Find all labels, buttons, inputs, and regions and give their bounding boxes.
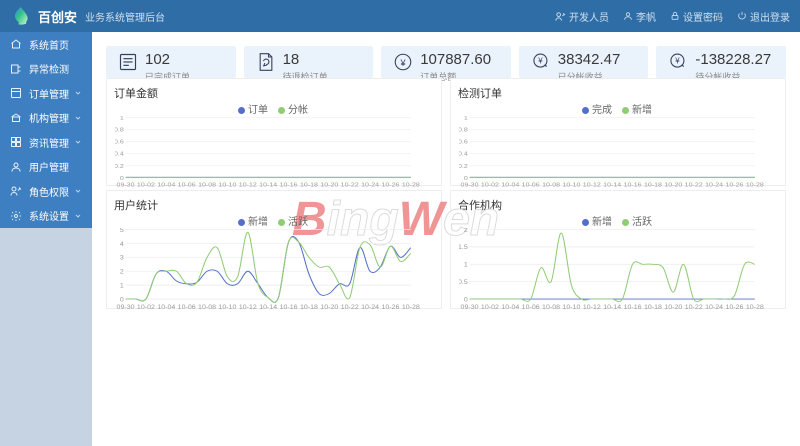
svg-text:10-08: 10-08 xyxy=(198,182,217,188)
svg-text:10-22: 10-22 xyxy=(341,304,359,311)
svg-text:10-16: 10-16 xyxy=(624,182,643,188)
svg-text:0.2: 0.2 xyxy=(115,163,124,169)
svg-text:10-20: 10-20 xyxy=(320,182,339,188)
svg-text:0: 0 xyxy=(464,176,468,182)
svg-text:10-16: 10-16 xyxy=(624,304,642,311)
svg-text:10-18: 10-18 xyxy=(300,304,318,311)
svg-text:10-04: 10-04 xyxy=(501,304,519,311)
svg-text:0.6: 0.6 xyxy=(459,139,468,145)
svg-text:10-12: 10-12 xyxy=(583,304,601,311)
svg-text:0: 0 xyxy=(464,297,468,304)
svg-text:10-10: 10-10 xyxy=(218,304,236,311)
svg-text:5: 5 xyxy=(120,228,124,234)
svg-text:¥: ¥ xyxy=(400,58,407,68)
svg-text:0: 0 xyxy=(120,176,124,182)
svg-text:10-20: 10-20 xyxy=(664,182,683,188)
svg-text:10-08: 10-08 xyxy=(198,304,216,311)
svg-text:10-10: 10-10 xyxy=(218,182,237,188)
svg-text:10-20: 10-20 xyxy=(664,304,682,311)
svg-text:10-06: 10-06 xyxy=(178,182,197,188)
svg-text:0: 0 xyxy=(120,297,124,304)
svg-text:0.2: 0.2 xyxy=(459,163,468,169)
svg-text:10-02: 10-02 xyxy=(481,182,500,188)
svg-text:10-02: 10-02 xyxy=(481,304,499,311)
svg-text:09-30: 09-30 xyxy=(461,182,480,188)
svg-text:10-20: 10-20 xyxy=(320,304,338,311)
svg-text:10-26: 10-26 xyxy=(725,304,743,311)
svg-text:10-24: 10-24 xyxy=(705,304,723,311)
svg-text:1: 1 xyxy=(464,262,468,269)
svg-text:09-30: 09-30 xyxy=(461,304,479,311)
svg-text:1: 1 xyxy=(120,283,124,290)
svg-text:10-12: 10-12 xyxy=(583,182,602,188)
svg-text:0.4: 0.4 xyxy=(459,151,468,157)
svg-text:10-02: 10-02 xyxy=(137,182,156,188)
svg-text:10-12: 10-12 xyxy=(239,182,258,188)
svg-text:10-06: 10-06 xyxy=(522,304,540,311)
svg-text:10-18: 10-18 xyxy=(644,182,663,188)
svg-text:10-22: 10-22 xyxy=(685,182,704,188)
svg-text:1: 1 xyxy=(464,116,468,121)
svg-text:09-30: 09-30 xyxy=(117,182,136,188)
svg-text:09-30: 09-30 xyxy=(117,304,135,311)
svg-text:10-06: 10-06 xyxy=(522,182,541,188)
svg-text:10-18: 10-18 xyxy=(300,182,319,188)
svg-text:10-04: 10-04 xyxy=(157,182,176,188)
svg-text:10-08: 10-08 xyxy=(542,182,561,188)
svg-text:10-28: 10-28 xyxy=(402,304,420,311)
svg-text:2: 2 xyxy=(120,269,124,276)
svg-text:10-26: 10-26 xyxy=(381,182,400,188)
svg-text:10-28: 10-28 xyxy=(746,304,764,311)
svg-text:0.4: 0.4 xyxy=(115,151,124,157)
svg-text:10-04: 10-04 xyxy=(501,182,520,188)
svg-text:10-12: 10-12 xyxy=(239,304,257,311)
svg-text:2: 2 xyxy=(464,228,468,234)
svg-text:¥: ¥ xyxy=(676,57,681,66)
svg-text:1: 1 xyxy=(120,116,124,121)
svg-text:10-22: 10-22 xyxy=(685,304,703,311)
svg-text:10-28: 10-28 xyxy=(746,182,765,188)
svg-text:10-06: 10-06 xyxy=(178,304,196,311)
svg-text:10-08: 10-08 xyxy=(542,304,560,311)
svg-text:¥: ¥ xyxy=(538,57,543,66)
svg-text:10-24: 10-24 xyxy=(705,182,724,188)
svg-text:10-10: 10-10 xyxy=(562,182,581,188)
svg-text:10-04: 10-04 xyxy=(157,304,175,311)
svg-text:10-16: 10-16 xyxy=(280,182,299,188)
svg-text:10-22: 10-22 xyxy=(341,182,360,188)
svg-text:10-14: 10-14 xyxy=(259,182,278,188)
svg-text:10-26: 10-26 xyxy=(381,304,399,311)
svg-text:10-14: 10-14 xyxy=(259,304,277,311)
svg-text:0.8: 0.8 xyxy=(115,127,124,133)
svg-text:10-24: 10-24 xyxy=(361,182,380,188)
svg-text:10-26: 10-26 xyxy=(725,182,744,188)
svg-text:10-16: 10-16 xyxy=(280,304,298,311)
svg-text:10-02: 10-02 xyxy=(137,304,155,311)
svg-text:3: 3 xyxy=(120,255,124,262)
svg-text:4: 4 xyxy=(120,241,124,248)
svg-text:10-24: 10-24 xyxy=(361,304,379,311)
svg-text:10-28: 10-28 xyxy=(402,182,421,188)
svg-text:0.8: 0.8 xyxy=(459,127,468,133)
svg-text:0.6: 0.6 xyxy=(115,139,124,145)
svg-text:10-14: 10-14 xyxy=(603,304,621,311)
svg-text:0.5: 0.5 xyxy=(459,279,468,286)
svg-text:1.5: 1.5 xyxy=(459,245,468,252)
svg-text:10-14: 10-14 xyxy=(603,182,622,188)
svg-text:10-10: 10-10 xyxy=(562,304,580,311)
svg-text:10-18: 10-18 xyxy=(644,304,662,311)
